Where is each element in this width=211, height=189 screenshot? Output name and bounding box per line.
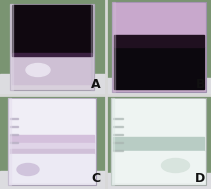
Bar bbox=[8, 98, 96, 184]
Bar bbox=[112, 149, 123, 151]
Text: D: D bbox=[195, 173, 206, 185]
Bar bbox=[10, 118, 18, 119]
Bar bbox=[10, 4, 13, 90]
Text: A: A bbox=[91, 78, 101, 91]
Bar bbox=[10, 149, 94, 153]
Bar bbox=[10, 142, 18, 143]
Bar bbox=[0, 170, 105, 188]
Bar bbox=[0, 74, 105, 94]
Bar bbox=[10, 153, 94, 181]
Bar bbox=[107, 78, 211, 94]
Bar bbox=[112, 118, 123, 119]
Bar bbox=[112, 142, 123, 143]
Bar bbox=[91, 4, 94, 90]
Bar bbox=[12, 53, 92, 56]
Bar bbox=[10, 4, 94, 90]
Bar bbox=[112, 150, 203, 181]
Bar bbox=[111, 98, 206, 184]
Text: C: C bbox=[92, 173, 101, 185]
Bar bbox=[114, 35, 203, 47]
Bar bbox=[112, 133, 123, 135]
Bar bbox=[12, 5, 92, 53]
Bar bbox=[114, 47, 203, 89]
Text: B: B bbox=[196, 78, 206, 91]
Bar bbox=[12, 56, 92, 84]
Ellipse shape bbox=[26, 64, 50, 77]
Bar bbox=[114, 3, 203, 35]
Bar bbox=[8, 98, 11, 184]
Bar bbox=[10, 125, 18, 127]
Ellipse shape bbox=[17, 163, 39, 176]
Bar bbox=[112, 98, 203, 136]
Bar bbox=[112, 125, 123, 127]
Bar bbox=[10, 133, 18, 135]
Ellipse shape bbox=[161, 159, 189, 173]
Bar bbox=[10, 135, 94, 143]
Bar bbox=[111, 2, 206, 92]
Bar bbox=[10, 143, 94, 149]
Bar bbox=[111, 2, 115, 92]
Bar bbox=[10, 98, 94, 135]
Bar bbox=[107, 173, 211, 188]
Bar bbox=[112, 136, 203, 150]
Bar bbox=[111, 98, 114, 184]
